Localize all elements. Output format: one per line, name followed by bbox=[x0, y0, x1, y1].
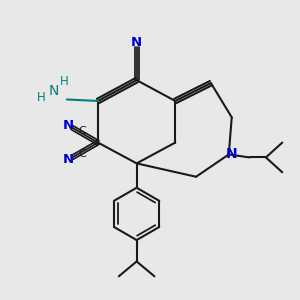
Text: N: N bbox=[131, 36, 142, 49]
Text: C: C bbox=[79, 149, 86, 159]
Text: N: N bbox=[49, 84, 59, 98]
Text: N: N bbox=[63, 153, 74, 166]
Text: C: C bbox=[79, 126, 86, 136]
Text: H: H bbox=[59, 74, 68, 88]
Text: N: N bbox=[63, 119, 74, 132]
Text: H: H bbox=[37, 92, 46, 104]
Text: N: N bbox=[225, 148, 237, 161]
